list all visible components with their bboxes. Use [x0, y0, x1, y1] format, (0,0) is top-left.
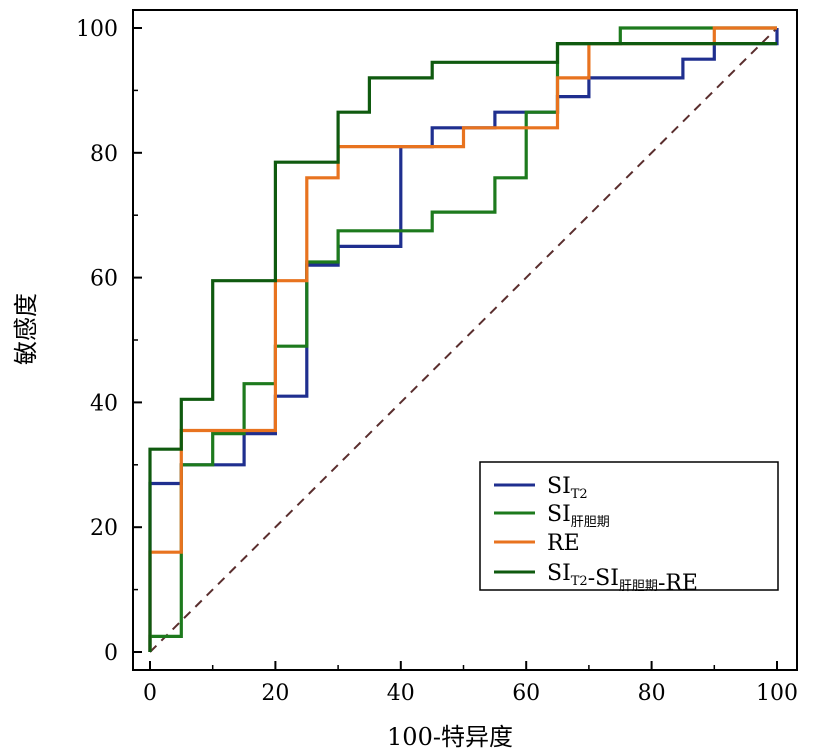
y-axis-title: 敏感度: [12, 293, 40, 365]
x-tick-label: 80: [638, 681, 666, 706]
legend-entry-si-t2: SIT2: [547, 474, 588, 502]
legend-entry-re: RE: [547, 531, 580, 556]
y-tick-label: 40: [90, 391, 118, 416]
y-tick-label: 60: [90, 267, 118, 292]
y-tick-label: 100: [76, 17, 118, 42]
reference-line-layer: [149, 27, 778, 653]
legend-entry-combined: SIT2-SI肝胆期-RE: [547, 561, 698, 596]
x-tick-label: 0: [143, 681, 157, 706]
y-tick-label: 80: [90, 142, 118, 167]
x-tick-label: 20: [261, 681, 289, 706]
series-combined-line: [148, 41, 777, 652]
x-axis-title: 100-特异度: [387, 723, 513, 751]
x-tick-label: 100: [756, 681, 798, 706]
y-tick-label: 0: [104, 641, 118, 666]
x-tick-label: 40: [387, 681, 415, 706]
y-axis-ticks: 0 20 40 60 80 100: [76, 17, 142, 666]
diagonal-reference-line: [149, 27, 778, 653]
legend-entry-si-hepatobiliary: SI肝胆期: [547, 502, 610, 530]
x-axis-ticks: 0 20 40 60 80 100: [143, 661, 798, 706]
y-tick-label: 20: [90, 516, 118, 541]
x-tick-label: 60: [512, 681, 540, 706]
legend-box: [479, 461, 779, 591]
series-layer: [148, 26, 779, 652]
